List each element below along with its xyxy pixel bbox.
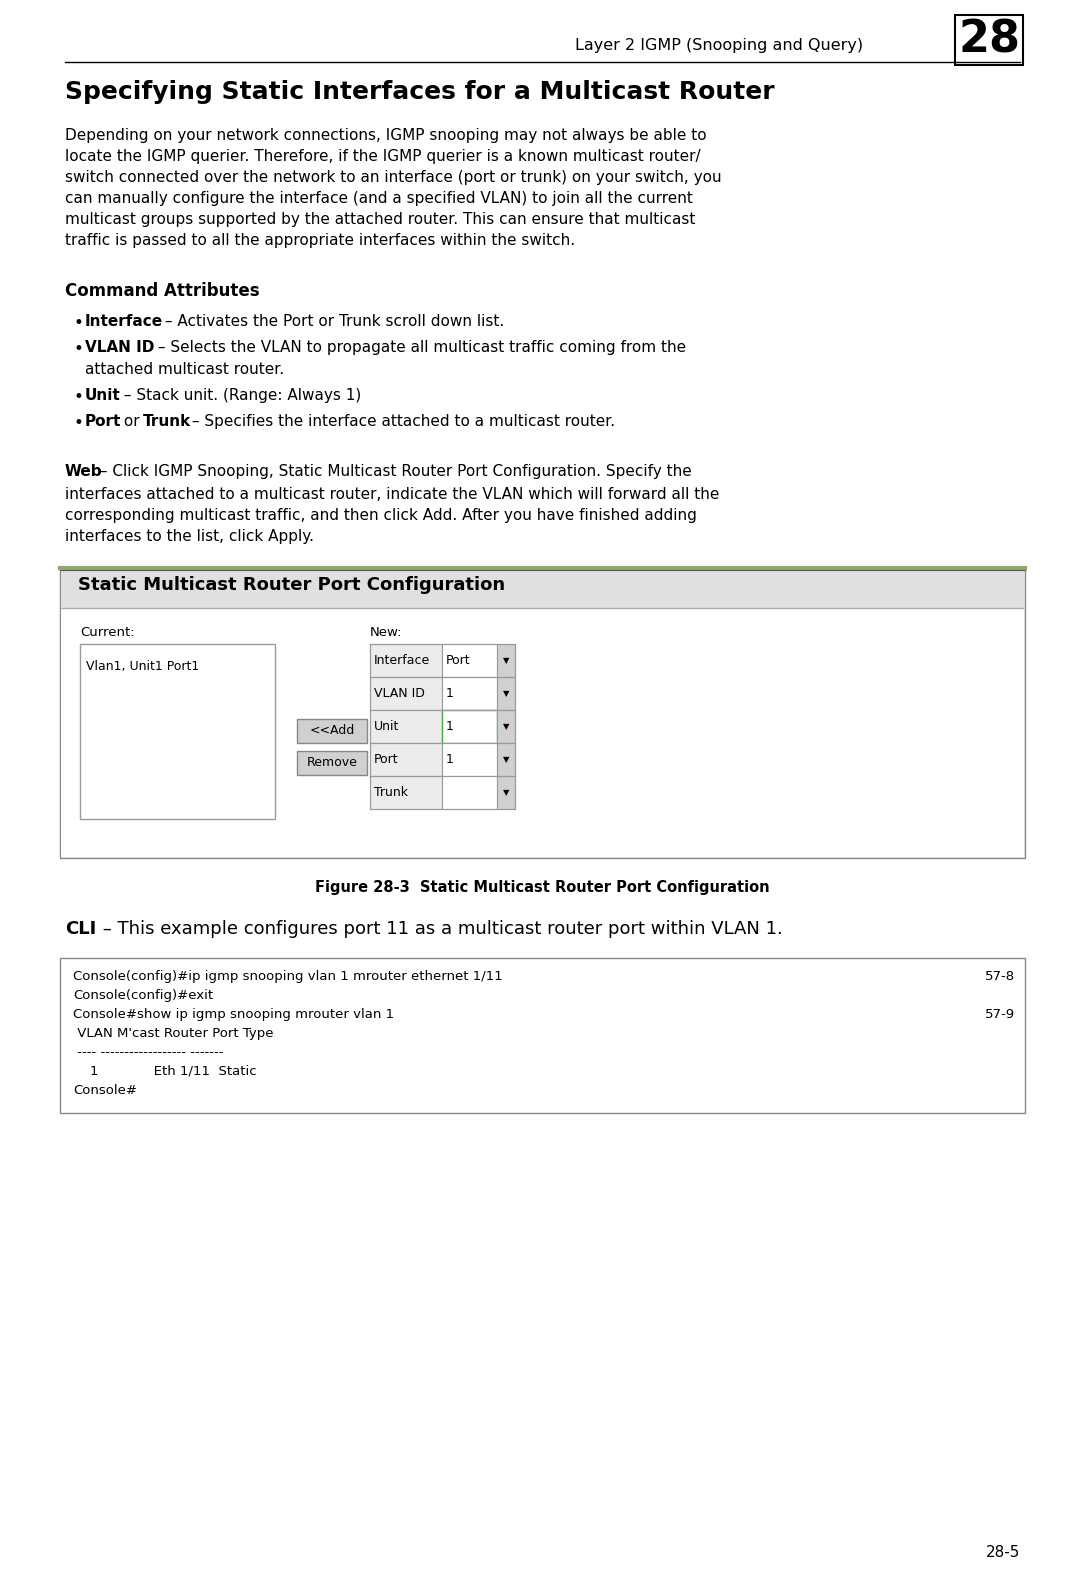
Text: – Click IGMP Snooping, Static Multicast Router Port Configuration. Specify the: – Click IGMP Snooping, Static Multicast … bbox=[95, 465, 692, 479]
Text: traffic is passed to all the appropriate interfaces within the switch.: traffic is passed to all the appropriate… bbox=[65, 232, 576, 248]
Text: Command Attributes: Command Attributes bbox=[65, 283, 259, 300]
Bar bbox=[442, 776, 497, 809]
Bar bbox=[442, 710, 497, 743]
Text: 1             Eth 1/11  Static: 1 Eth 1/11 Static bbox=[73, 1064, 257, 1079]
Bar bbox=[370, 644, 442, 677]
Text: – This example configures port 11 as a multicast router port within VLAN 1.: – This example configures port 11 as a m… bbox=[97, 920, 783, 937]
Text: •: • bbox=[73, 388, 83, 407]
Text: locate the IGMP querier. Therefore, if the IGMP querier is a known multicast rou: locate the IGMP querier. Therefore, if t… bbox=[65, 149, 701, 163]
Bar bbox=[955, 16, 1023, 64]
Text: •: • bbox=[73, 314, 83, 331]
Text: VLAN ID: VLAN ID bbox=[85, 341, 154, 355]
Text: Current:: Current: bbox=[80, 626, 135, 639]
Text: Web: Web bbox=[65, 465, 103, 479]
Text: corresponding multicast traffic, and then click Add. After you have finished add: corresponding multicast traffic, and the… bbox=[65, 509, 697, 523]
Bar bbox=[297, 719, 367, 743]
Text: Trunk: Trunk bbox=[143, 414, 191, 429]
Text: Console(config)#ip igmp snooping vlan 1 mrouter ethernet 1/11: Console(config)#ip igmp snooping vlan 1 … bbox=[73, 970, 503, 983]
Bar bbox=[497, 677, 515, 710]
Bar bbox=[60, 609, 1024, 857]
Text: Port: Port bbox=[374, 754, 399, 766]
Bar bbox=[60, 568, 1025, 857]
Text: New:: New: bbox=[370, 626, 403, 639]
Text: VLAN M'cast Router Port Type: VLAN M'cast Router Port Type bbox=[73, 1027, 273, 1039]
Text: 1: 1 bbox=[446, 754, 454, 766]
Text: •: • bbox=[73, 414, 83, 432]
Text: – Specifies the interface attached to a multicast router.: – Specifies the interface attached to a … bbox=[187, 414, 616, 429]
Text: switch connected over the network to an interface (port or trunk) on your switch: switch connected over the network to an … bbox=[65, 170, 721, 185]
Bar bbox=[370, 743, 442, 776]
Text: – Selects the VLAN to propagate all multicast traffic coming from the: – Selects the VLAN to propagate all mult… bbox=[153, 341, 686, 355]
Text: – Stack unit. (Range: Always 1): – Stack unit. (Range: Always 1) bbox=[119, 388, 361, 403]
Text: 57-9: 57-9 bbox=[985, 1008, 1015, 1021]
Text: – Activates the Port or Trunk scroll down list.: – Activates the Port or Trunk scroll dow… bbox=[160, 314, 504, 330]
Bar bbox=[370, 710, 442, 743]
Text: •: • bbox=[73, 341, 83, 358]
Text: 1: 1 bbox=[446, 721, 454, 733]
Bar bbox=[497, 743, 515, 776]
Text: Depending on your network connections, IGMP snooping may not always be able to: Depending on your network connections, I… bbox=[65, 129, 706, 143]
Bar bbox=[497, 644, 515, 677]
Text: Unit: Unit bbox=[85, 388, 121, 403]
Text: interfaces to the list, click Apply.: interfaces to the list, click Apply. bbox=[65, 529, 314, 543]
Bar bbox=[370, 677, 442, 710]
Bar bbox=[297, 750, 367, 776]
Text: 28: 28 bbox=[958, 19, 1020, 61]
Text: Port: Port bbox=[446, 655, 471, 667]
Text: Console#show ip igmp snooping mrouter vlan 1: Console#show ip igmp snooping mrouter vl… bbox=[73, 1008, 394, 1021]
Text: Vlan1, Unit1 Port1: Vlan1, Unit1 Port1 bbox=[86, 659, 199, 674]
Bar bbox=[442, 743, 497, 776]
Text: Console(config)#exit: Console(config)#exit bbox=[73, 989, 213, 1002]
Text: Trunk: Trunk bbox=[374, 787, 408, 799]
Text: Unit: Unit bbox=[374, 721, 400, 733]
Text: Figure 28-3  Static Multicast Router Port Configuration: Figure 28-3 Static Multicast Router Port… bbox=[315, 881, 770, 895]
Text: ▼: ▼ bbox=[503, 755, 510, 765]
Text: CLI: CLI bbox=[65, 920, 96, 937]
Text: ---- ------------------ -------: ---- ------------------ ------- bbox=[73, 1046, 224, 1060]
Text: ▼: ▼ bbox=[503, 722, 510, 732]
Text: Remove: Remove bbox=[307, 757, 357, 769]
Text: multicast groups supported by the attached router. This can ensure that multicas: multicast groups supported by the attach… bbox=[65, 212, 696, 228]
Text: ▼: ▼ bbox=[503, 788, 510, 798]
Bar bbox=[60, 958, 1025, 1113]
Text: ▼: ▼ bbox=[503, 656, 510, 666]
Bar bbox=[442, 644, 497, 677]
Text: ▼: ▼ bbox=[503, 689, 510, 699]
Text: Specifying Static Interfaces for a Multicast Router: Specifying Static Interfaces for a Multi… bbox=[65, 80, 774, 104]
Text: or: or bbox=[119, 414, 145, 429]
Bar bbox=[497, 776, 515, 809]
Text: interfaces attached to a multicast router, indicate the VLAN which will forward : interfaces attached to a multicast route… bbox=[65, 487, 719, 502]
Text: Port: Port bbox=[85, 414, 121, 429]
Text: Layer 2 IGMP (Snooping and Query): Layer 2 IGMP (Snooping and Query) bbox=[575, 38, 863, 53]
Text: can manually configure the interface (and a specified VLAN) to join all the curr: can manually configure the interface (an… bbox=[65, 192, 693, 206]
Text: Interface: Interface bbox=[374, 655, 430, 667]
Text: Static Multicast Router Port Configuration: Static Multicast Router Port Configurati… bbox=[78, 576, 505, 593]
Text: 57-8: 57-8 bbox=[985, 970, 1015, 983]
Bar bbox=[497, 710, 515, 743]
Text: attached multicast router.: attached multicast router. bbox=[85, 363, 284, 377]
Text: <<Add: <<Add bbox=[309, 724, 354, 738]
Bar bbox=[80, 644, 275, 820]
Bar bbox=[442, 677, 497, 710]
Text: 1: 1 bbox=[446, 688, 454, 700]
Text: 28-5: 28-5 bbox=[986, 1545, 1020, 1561]
Bar bbox=[60, 568, 1024, 608]
Text: VLAN ID: VLAN ID bbox=[374, 688, 424, 700]
Text: Console#: Console# bbox=[73, 1083, 137, 1097]
Text: Interface: Interface bbox=[85, 314, 163, 330]
Bar bbox=[370, 776, 442, 809]
